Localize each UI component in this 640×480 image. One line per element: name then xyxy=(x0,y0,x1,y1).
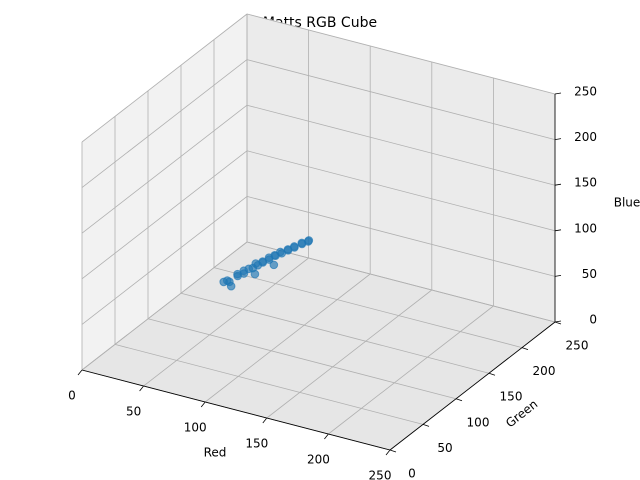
tick-mark xyxy=(554,321,562,325)
grid-line xyxy=(81,241,248,371)
tick-mark xyxy=(389,449,397,453)
x-tick-label: 250 xyxy=(369,469,392,480)
grid-line xyxy=(147,318,457,400)
x-tick-label: 50 xyxy=(126,405,141,419)
tick-mark xyxy=(262,417,268,424)
z-tick-label: 200 xyxy=(574,130,597,144)
z-tick-label: 50 xyxy=(582,267,597,281)
z-tick-label: 150 xyxy=(574,176,597,190)
tick-mark xyxy=(554,183,562,186)
grid-line xyxy=(81,59,248,188)
y-tick-label: 250 xyxy=(566,339,589,353)
grid-line xyxy=(246,196,556,277)
grid-line xyxy=(246,150,556,232)
x-tick-label: 100 xyxy=(184,421,207,435)
tick-mark xyxy=(521,347,529,350)
grid-line xyxy=(328,305,494,435)
grid-line xyxy=(246,59,556,140)
y-tick-label: 0 xyxy=(408,467,416,480)
grid-line xyxy=(81,13,248,143)
tick-mark xyxy=(554,229,562,232)
y-tick-label: 200 xyxy=(533,364,556,378)
x-tick-label: 200 xyxy=(307,453,330,467)
tick-mark xyxy=(422,424,430,427)
point xyxy=(276,247,285,257)
x-tick-label: 150 xyxy=(245,437,268,451)
grid-line xyxy=(143,257,309,387)
grid-line xyxy=(246,104,556,186)
grid-line xyxy=(246,13,556,95)
tick-mark xyxy=(554,138,562,140)
point xyxy=(244,264,254,274)
point xyxy=(226,281,236,291)
x-tick-label: 0 xyxy=(68,389,76,403)
z-axis-label: Blue xyxy=(614,196,640,210)
grid-line xyxy=(81,104,248,234)
grid-line xyxy=(81,196,248,325)
tick-mark xyxy=(77,369,83,376)
tick-mark xyxy=(554,275,562,277)
tick-mark xyxy=(139,385,144,392)
z-tick-label: 0 xyxy=(589,313,597,327)
grid-line xyxy=(246,241,556,323)
y-tick-label: 100 xyxy=(467,415,490,429)
grid-line xyxy=(213,267,523,348)
grid-line xyxy=(114,344,424,425)
y-axis-line xyxy=(389,321,556,451)
tick-mark xyxy=(385,449,391,456)
grid-line xyxy=(180,292,490,374)
point xyxy=(269,260,279,270)
grid-line xyxy=(204,273,371,403)
tick-mark xyxy=(200,401,206,408)
x-axis-label: Red xyxy=(204,446,227,460)
point xyxy=(289,242,299,251)
tick-mark xyxy=(455,398,463,402)
y-tick-label: 150 xyxy=(500,390,523,404)
tick-mark xyxy=(324,433,329,440)
z-tick-label: 250 xyxy=(574,85,597,99)
x-axis-line xyxy=(81,369,391,451)
point xyxy=(304,236,314,245)
z-tick-label: 100 xyxy=(574,221,597,235)
grid-line xyxy=(81,150,248,280)
tick-mark xyxy=(554,320,562,323)
tick-mark xyxy=(488,372,496,376)
point xyxy=(250,269,260,279)
tick-mark xyxy=(554,92,562,95)
grid-line xyxy=(266,289,433,419)
y-tick-label: 50 xyxy=(437,441,452,455)
